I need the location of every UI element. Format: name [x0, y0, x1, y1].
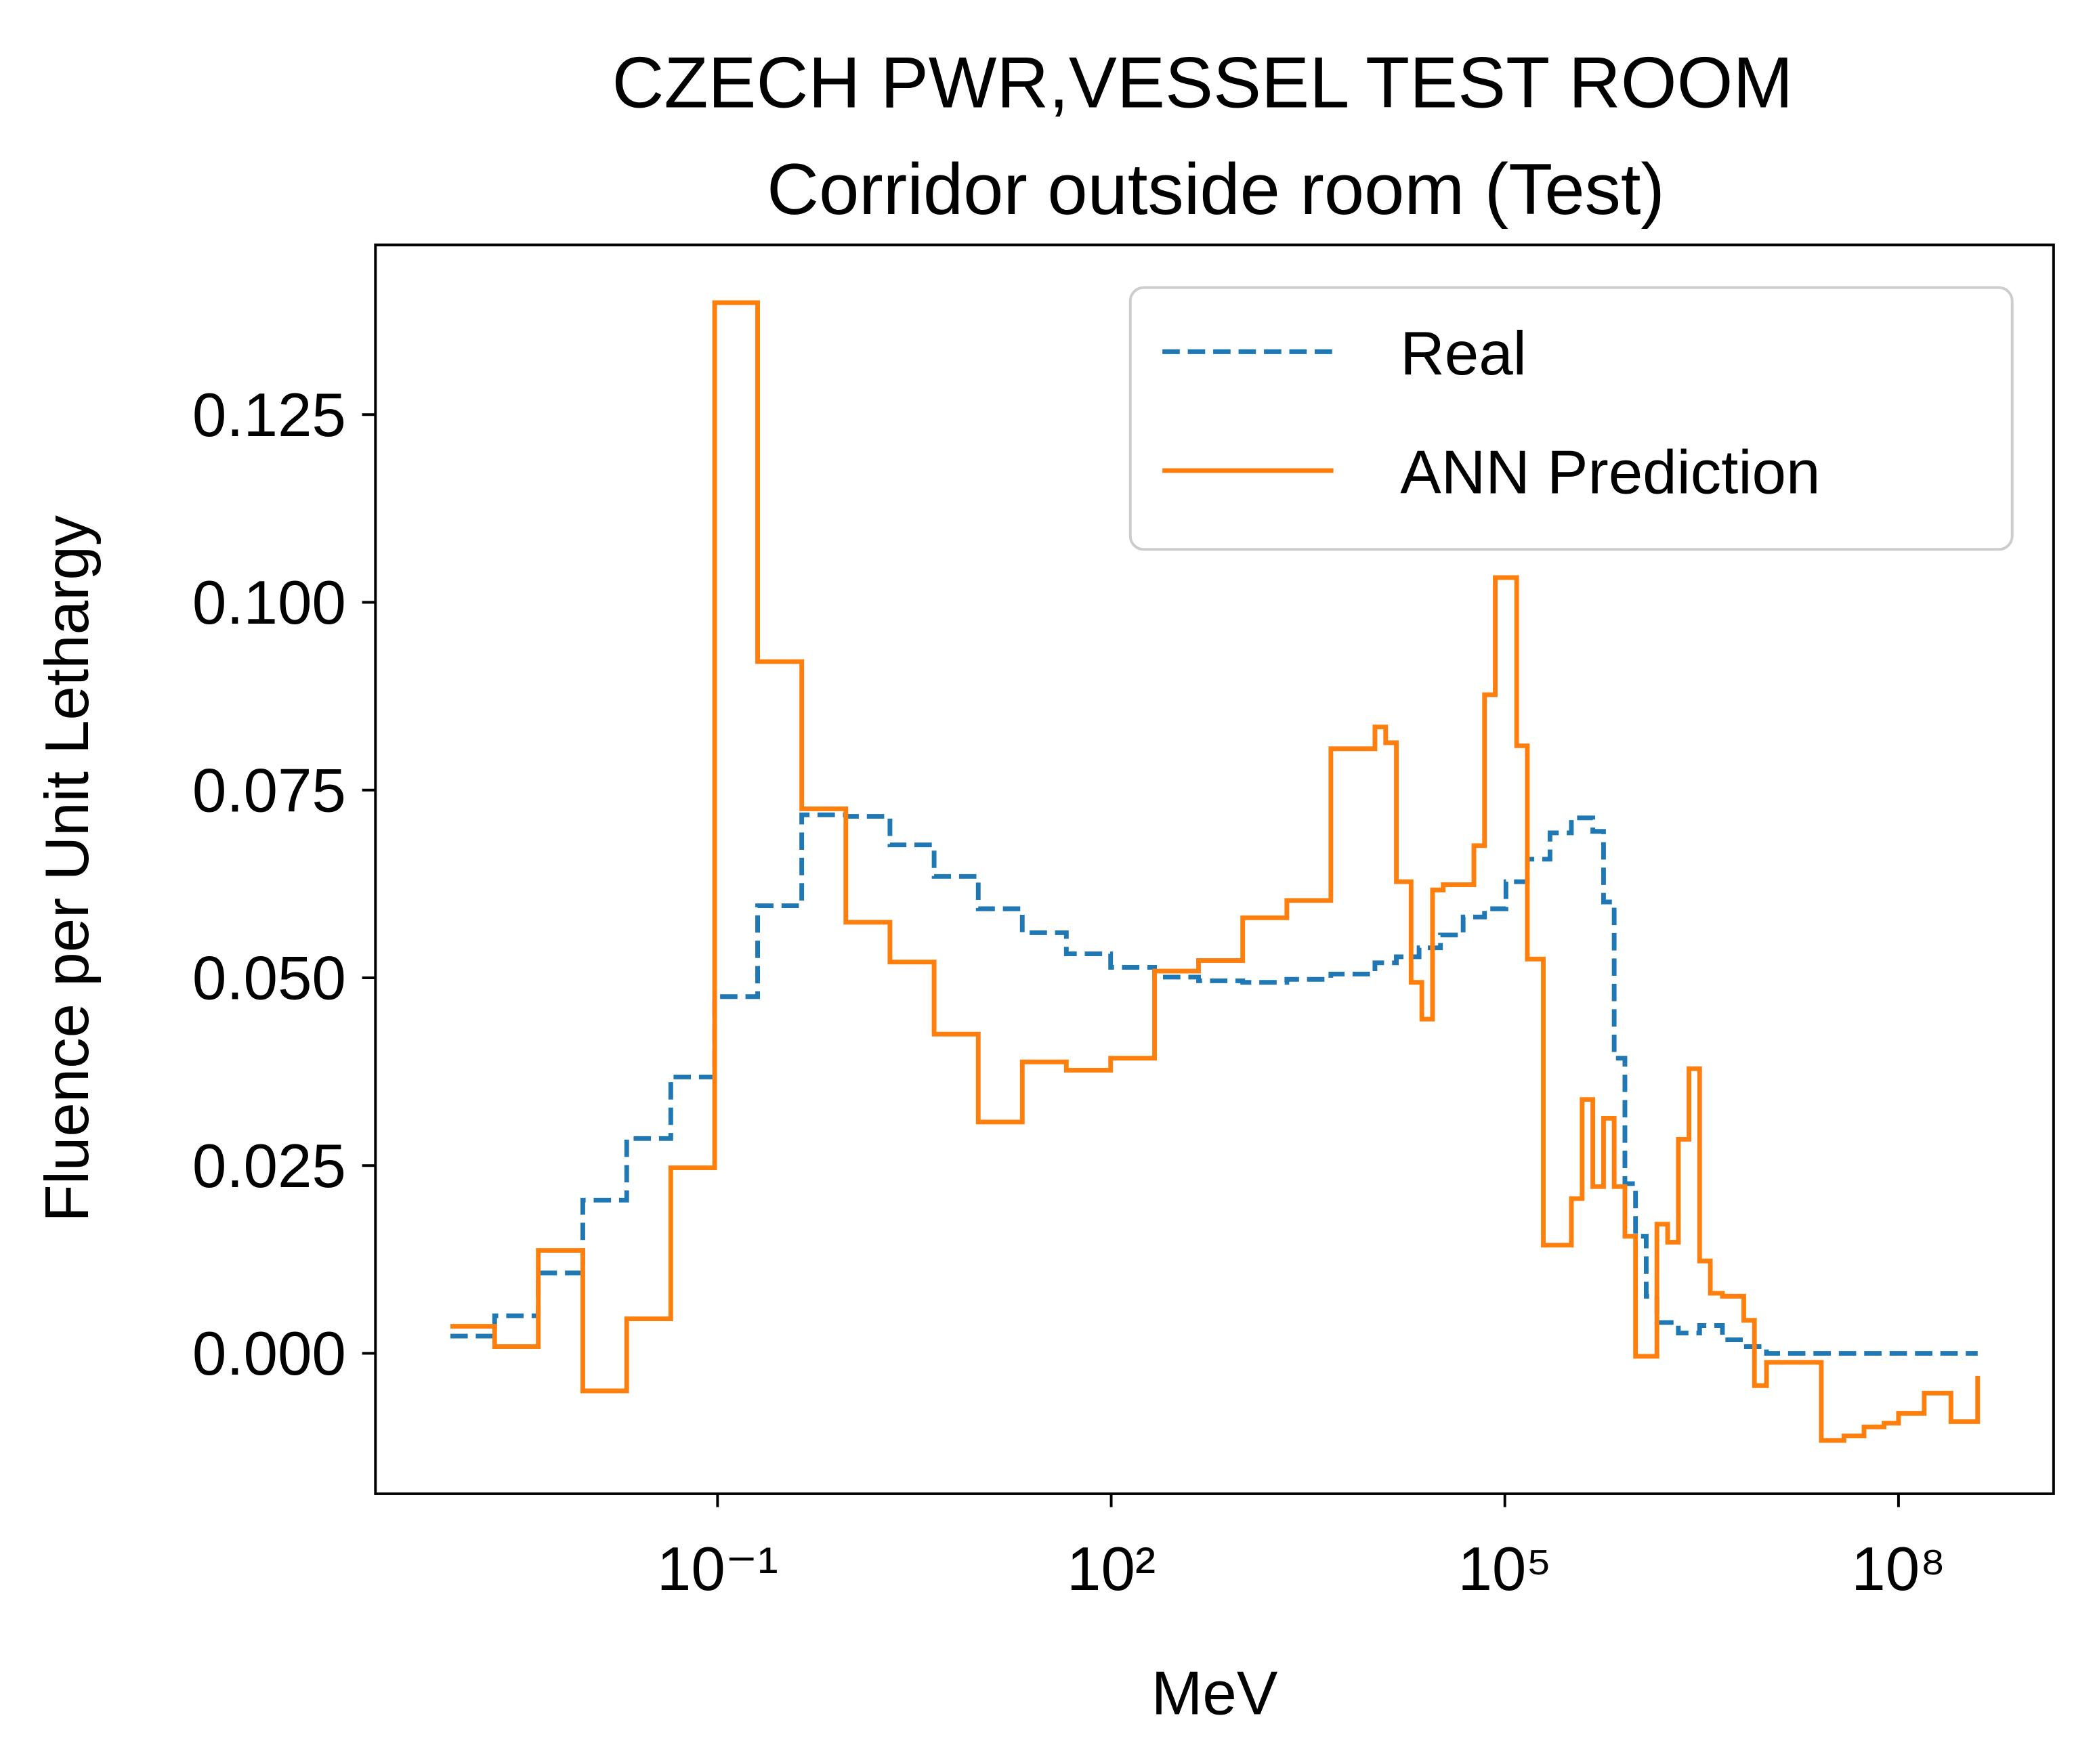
chart-subtitle: Corridor outside room (Test): [767, 149, 1665, 230]
plot-frame: [374, 243, 2055, 1495]
x-tick-label: 10⁵: [1458, 1535, 1552, 1604]
y-tick-label: 0.050: [192, 945, 346, 1013]
x-tick-label: 10⁻¹: [657, 1535, 778, 1604]
y-tick-label: 0.025: [192, 1132, 346, 1201]
legend-label: Real: [1400, 320, 1527, 388]
x-axis-label: MeV: [1151, 1659, 1278, 1727]
y-tick-label: 0.075: [192, 756, 346, 825]
x-tick-label: 10⁸: [1851, 1535, 1945, 1604]
y-tick-label: 0.100: [192, 569, 346, 637]
y-tick-label: 0.125: [192, 381, 346, 450]
legend-label: ANN Prediction: [1400, 438, 1820, 507]
x-tick-label: 10²: [1067, 1535, 1156, 1604]
series-line: [450, 812, 1978, 1356]
chart-title: CZECH PWR,VESSEL TEST ROOM: [612, 42, 1793, 123]
legend-box: [1128, 286, 2014, 551]
series-line: [450, 300, 1981, 1443]
y-tick-label: 0.000: [192, 1320, 346, 1388]
y-axis-label: Fluence per Unit Lethargy: [33, 515, 102, 1222]
